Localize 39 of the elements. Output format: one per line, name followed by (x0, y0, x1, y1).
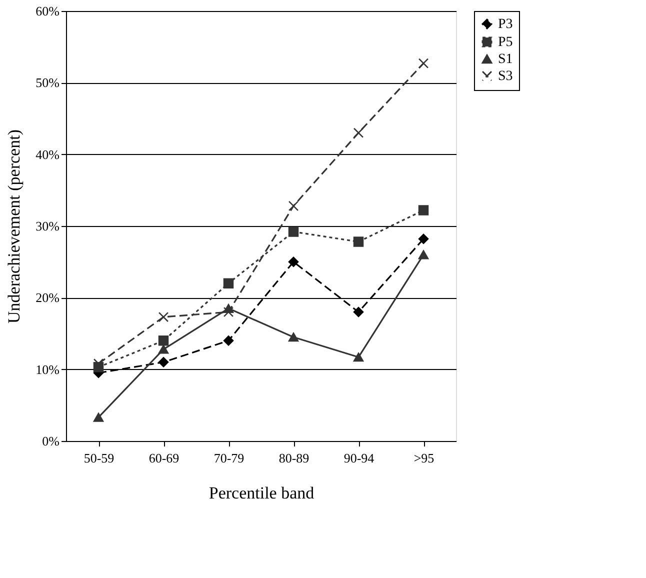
x-tick-label: >95 (414, 450, 434, 466)
x-tick-label: 50-59 (84, 450, 114, 466)
legend-label: S3 (498, 69, 513, 84)
legend-label: P5 (498, 35, 513, 50)
point (158, 344, 169, 354)
point (288, 256, 299, 267)
y-tick-label: 30% (36, 218, 60, 234)
point (418, 234, 429, 244)
point (353, 352, 364, 362)
y-tick-label: 50% (36, 75, 60, 90)
y-tick-label: 10% (36, 362, 60, 377)
point (288, 200, 299, 212)
x-tick-label: 80-89 (278, 450, 310, 466)
y-axis-title: Underachievement (percent) (4, 130, 24, 324)
point (418, 58, 429, 68)
legend-label: S1 (498, 52, 513, 67)
point (158, 357, 169, 368)
point (223, 278, 234, 288)
point (223, 336, 234, 346)
point (418, 205, 429, 216)
point (353, 128, 364, 138)
x-tick-label: 90-94 (344, 450, 375, 466)
point (158, 336, 169, 346)
y-tick-label: 0% (42, 434, 60, 448)
x-tick-label: 60-69 (148, 450, 180, 466)
point (288, 226, 299, 237)
point (353, 236, 364, 247)
point (93, 412, 104, 422)
y-tick-label: 20% (36, 290, 60, 306)
point (223, 306, 234, 318)
y-tick-label: 60% (36, 4, 60, 18)
point (288, 332, 299, 342)
legend-label: P3 (498, 17, 513, 32)
x-axis-title: Percentile band (208, 484, 315, 502)
point (353, 306, 364, 318)
x-tick-label: 70-79 (214, 450, 244, 466)
y-tick-label: 40% (36, 146, 60, 162)
point (418, 250, 429, 260)
point (158, 312, 169, 322)
